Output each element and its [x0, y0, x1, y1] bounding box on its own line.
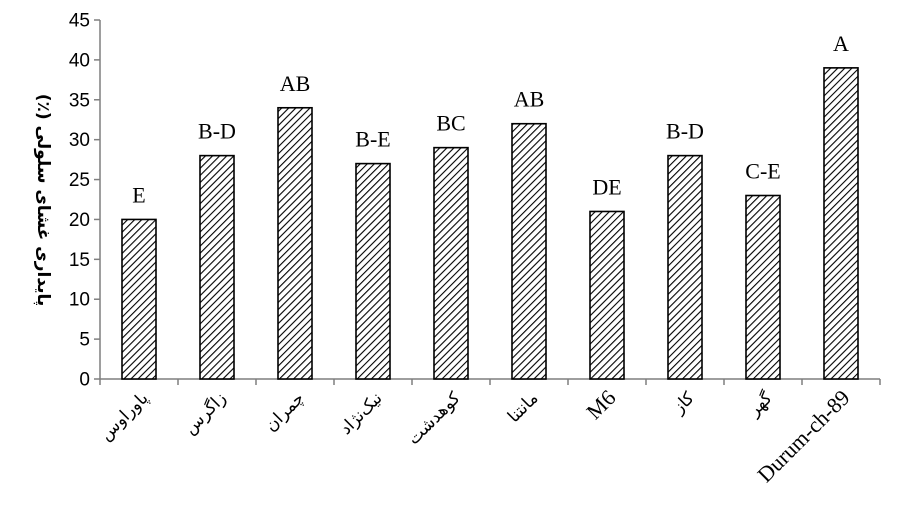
bar	[823, 67, 859, 380]
significance-label: E	[132, 182, 145, 207]
y-tick-label: 0	[79, 370, 90, 391]
significance-label: BC	[436, 111, 465, 136]
y-tick-label: 35	[69, 90, 90, 111]
bar	[355, 162, 391, 380]
category-label: M6	[581, 385, 620, 424]
bar	[121, 218, 157, 380]
category-label: گهر	[743, 387, 777, 421]
category-label: کاز	[668, 388, 699, 419]
bar	[667, 154, 703, 380]
category-labels: پاوراوس زاگرس چمران نیک‌نژاد کوهدشت مانتنا M6 ک…	[96, 385, 855, 487]
y-tick-label: 25	[69, 170, 90, 191]
bar	[277, 106, 313, 380]
bar	[433, 146, 469, 380]
bars	[121, 67, 859, 380]
y-axis: 0 5 10 15 20 25 30 35 40 45	[69, 11, 101, 391]
significance-label: AB	[280, 71, 311, 96]
significance-labels: E B-D AB B-E BC AB DE B-D C-E A	[132, 31, 849, 208]
category-label: کوهدشت	[404, 388, 465, 449]
category-label: زاگرس	[180, 388, 231, 439]
y-tick-label: 30	[69, 130, 90, 151]
y-tick-label: 15	[69, 250, 90, 271]
y-tick-label: 5	[79, 330, 90, 351]
category-label: چمران	[261, 388, 308, 435]
y-tick-label: 45	[69, 11, 90, 32]
y-axis-title: پایداری غشای سلولی (٪)	[33, 94, 53, 307]
significance-label: DE	[592, 174, 621, 199]
y-tick-label: 20	[69, 210, 90, 231]
bar	[589, 210, 625, 380]
bar	[511, 122, 547, 380]
y-tick-label: 40	[69, 50, 90, 71]
x-axis	[99, 378, 881, 385]
significance-label: C-E	[745, 159, 780, 184]
bar	[199, 154, 235, 380]
significance-label: A	[833, 31, 849, 56]
category-label: نیک‌نژاد	[336, 388, 387, 439]
significance-label: B-E	[355, 127, 390, 152]
significance-label: B-D	[198, 119, 236, 144]
significance-label: B-D	[666, 119, 704, 144]
bar	[745, 194, 781, 380]
category-label: پاوراوس	[96, 388, 153, 445]
category-label: مانتنا	[504, 388, 543, 427]
significance-label: AB	[514, 87, 545, 112]
y-tick-label: 10	[69, 290, 90, 311]
